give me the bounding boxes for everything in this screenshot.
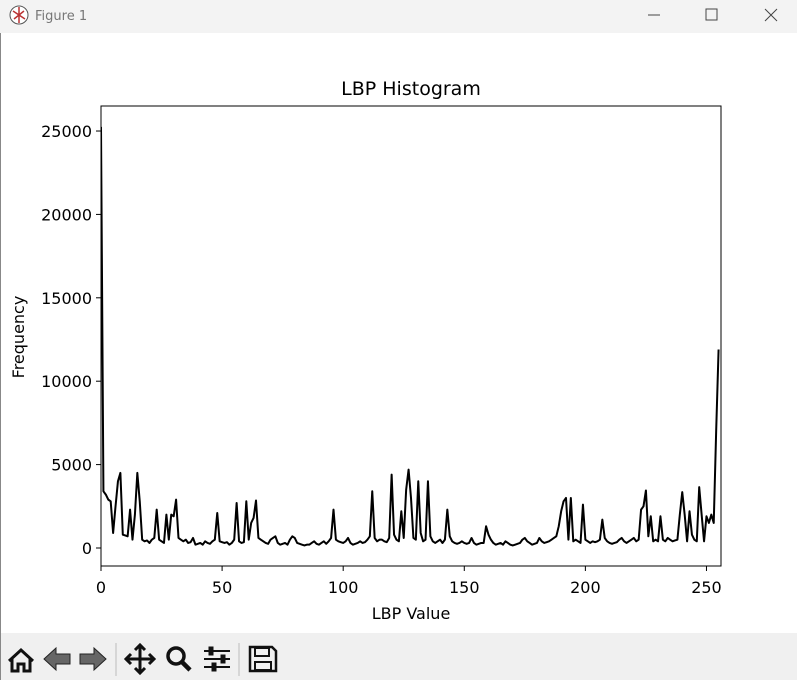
home-button[interactable] — [7, 647, 35, 673]
y-tick-label: 10000 — [41, 372, 92, 391]
save-label — [254, 647, 270, 657]
close-button[interactable] — [764, 8, 778, 22]
back-button[interactable] — [43, 646, 71, 672]
maximize-button[interactable] — [705, 8, 718, 21]
y-tick-label: 20000 — [41, 205, 92, 224]
x-tick-label: 0 — [96, 578, 106, 597]
x-tick-label: 200 — [570, 578, 601, 597]
x-tick-label: 150 — [449, 578, 480, 597]
toolbar — [1, 633, 797, 680]
configure-button[interactable] — [204, 650, 230, 668]
x-tick-label: 100 — [328, 578, 359, 597]
axes-frame — [100, 105, 722, 567]
save-slot — [254, 661, 272, 671]
zoom-handle — [180, 660, 192, 672]
x-tick-label: 50 — [212, 578, 232, 597]
y-tick-label: 5000 — [51, 456, 92, 475]
app-icon-mark — [12, 7, 26, 23]
slider-knob — [211, 662, 217, 672]
x-tick-label: 250 — [691, 578, 722, 597]
zoom-button[interactable] — [166, 646, 186, 666]
y-tick-label: 0 — [82, 539, 92, 558]
y-tick-label: 15000 — [41, 289, 92, 308]
y-tick-label: 25000 — [41, 122, 92, 141]
forward-button[interactable] — [79, 646, 107, 672]
toolbar-buttons — [7, 642, 278, 676]
data-line — [101, 126, 720, 547]
y-axis-label: Frequency — [9, 296, 28, 379]
x-axis-label: LBP Value — [372, 604, 451, 623]
pan-button[interactable] — [123, 642, 157, 676]
slider-knob — [220, 654, 226, 664]
chart-title: LBP Histogram — [341, 78, 481, 100]
window-title: Figure 1 — [35, 9, 87, 24]
title-bar — [0, 0, 797, 33]
slider-knob — [208, 646, 214, 656]
